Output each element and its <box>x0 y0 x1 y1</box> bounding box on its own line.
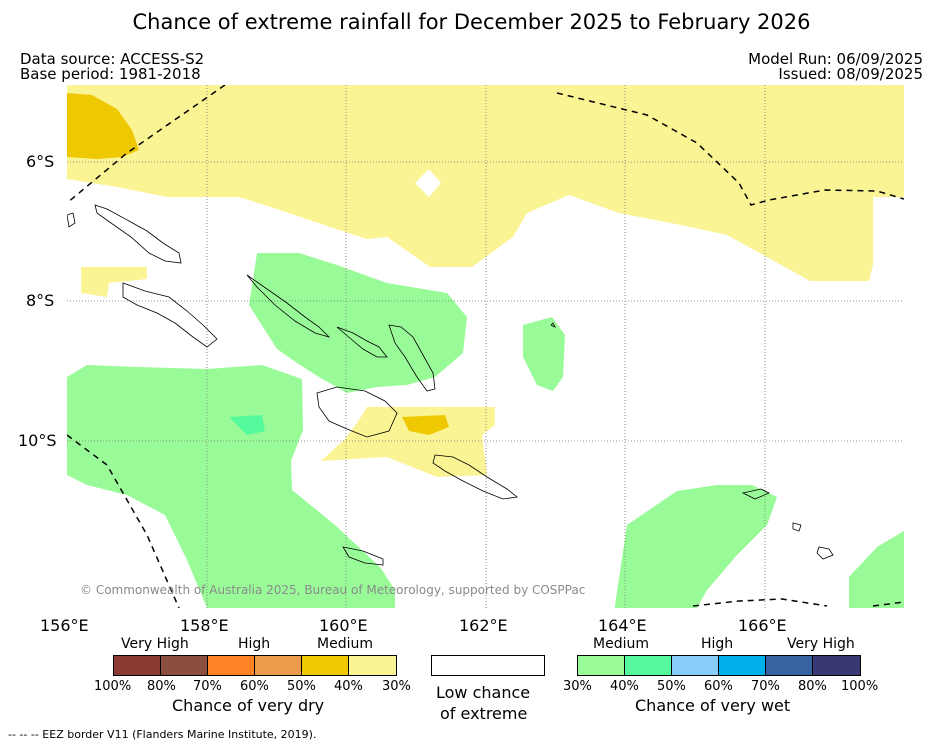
dry-higher-region-nw <box>67 93 139 159</box>
lon-label-156e: 156°E <box>40 616 89 635</box>
lon-label-164e: 164°E <box>598 616 647 635</box>
guadalcanal-island <box>316 386 398 438</box>
dry-category-medium: Medium <box>317 636 373 652</box>
dry-swatch-5 <box>302 655 349 676</box>
lat-label-10s: 10°S <box>18 431 57 450</box>
issued-text: Issued: 08/09/2025 <box>778 65 923 83</box>
islands <box>67 204 834 566</box>
dry-tick-30: 30% <box>382 679 411 694</box>
wet-category-medium: Medium <box>593 636 649 652</box>
bougainville-island <box>94 204 182 264</box>
dry-swatch-2 <box>161 655 208 676</box>
lon-label-166e: 166°E <box>738 616 787 635</box>
wet-tick-60: 60% <box>704 679 733 694</box>
wet-category-high: High <box>701 636 734 652</box>
model-run-text: Model Run: 06/09/2025 <box>748 50 923 68</box>
low-chance-swatch <box>431 655 545 676</box>
wet-tick-80: 80% <box>798 679 827 694</box>
dry-swatch-1 <box>113 655 161 676</box>
low-chance-label-line1: Low chance <box>436 683 531 702</box>
lon-label-158e: 158°E <box>180 616 229 635</box>
wet-swatch-1 <box>577 655 625 676</box>
wet-tick-50: 50% <box>657 679 686 694</box>
wet-medium-region-east-islet <box>523 317 565 391</box>
low-chance-hole <box>415 169 441 197</box>
dry-legend-label: Chance of very dry <box>172 696 325 715</box>
dry-swatch-6 <box>349 655 397 676</box>
wet-medium-region-southeast <box>615 485 777 608</box>
eez-borders <box>67 85 904 608</box>
low-chance-label-line2: of extreme <box>440 704 528 723</box>
wet-medium-region-se-corner <box>849 531 904 608</box>
lon-label-160e: 160°E <box>319 616 368 635</box>
choiseul-island <box>246 274 331 338</box>
lat-label-8s: 8°S <box>26 291 55 310</box>
wet-category-very-high: Very High <box>787 636 855 652</box>
wet-swatch-6 <box>813 655 861 676</box>
wet-tick-40: 40% <box>610 679 639 694</box>
wet-swatch-2 <box>625 655 672 676</box>
lat-label-6s: 6°S <box>26 152 55 171</box>
dry-tick-100: 100% <box>94 679 132 694</box>
rainfall-map <box>67 85 904 608</box>
wet-swatch-4 <box>719 655 766 676</box>
dry-tick-70: 70% <box>193 679 222 694</box>
dry-tick-60: 60% <box>240 679 269 694</box>
dry-tick-80: 80% <box>147 679 176 694</box>
dry-medium-region-north <box>67 85 904 281</box>
wet-swatch-3 <box>672 655 719 676</box>
data-source-text: Data source: ACCESS-S2 <box>20 50 205 68</box>
dry-swatch-4 <box>255 655 302 676</box>
wet-tick-100: 100% <box>841 679 879 694</box>
small-islet-3 <box>550 322 556 328</box>
wet-tick-30: 30% <box>563 679 592 694</box>
dry-category-very-high: Very High <box>121 636 189 652</box>
rennell-island <box>342 546 384 566</box>
dry-tick-50: 50% <box>287 679 316 694</box>
dry-medium-region-west <box>81 267 147 297</box>
wet-medium-region-southwest <box>67 365 395 608</box>
wet-legend-label: Chance of very wet <box>635 696 791 715</box>
dry-tick-40: 40% <box>334 679 363 694</box>
santa-isabel-island <box>336 326 388 358</box>
wet-swatch-5 <box>766 655 813 676</box>
small-islet-1 <box>816 546 834 560</box>
malaita-island <box>388 324 436 392</box>
page-title: Chance of extreme rainfall for December … <box>132 10 811 34</box>
wet-tick-70: 70% <box>751 679 780 694</box>
eez-border-note: -- -- -- EEZ border V11 (Flanders Marine… <box>8 728 317 741</box>
makira-island <box>432 454 518 500</box>
dry-category-high: High <box>238 636 271 652</box>
lon-label-162e: 162°E <box>459 616 508 635</box>
copyright-text: © Commonwealth of Australia 2025, Bureau… <box>80 583 586 597</box>
base-period-text: Base period: 1981-2018 <box>20 65 201 83</box>
wet-higher-region <box>229 415 265 435</box>
dry-higher-region-central <box>402 415 449 435</box>
wet-medium-region-central <box>249 253 467 393</box>
new-georgia-islands <box>122 282 218 348</box>
dry-medium-region-central <box>321 407 495 477</box>
santa-cruz-island <box>741 488 770 500</box>
dry-swatch-3 <box>208 655 255 676</box>
small-islet-4 <box>67 212 76 228</box>
small-islet-2 <box>792 522 802 532</box>
